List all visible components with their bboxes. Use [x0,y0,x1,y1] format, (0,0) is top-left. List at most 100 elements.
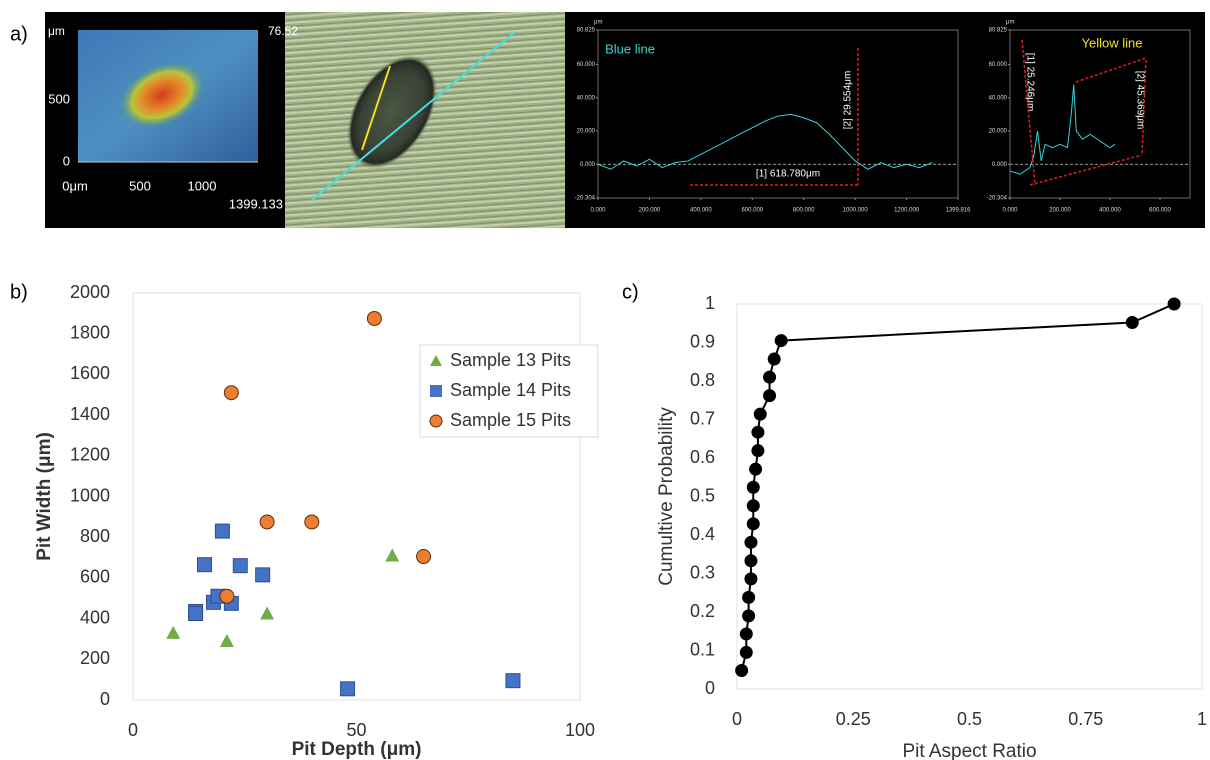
marker [259,514,275,530]
y-tick-label: 0.9 [690,331,715,351]
x-tick-label: 200.000 [1049,208,1071,214]
y-tick-label: 0.1 [690,639,715,659]
y-tick-label: 1400 [70,404,110,424]
marker [340,681,356,697]
x-axis-title: Pit Depth (μm) [292,739,422,760]
y-tick-label: 0 [705,678,715,698]
marker [219,633,234,647]
y-axis-title: Cumultive Probability [656,407,677,586]
map-x-label: 1000 [188,178,217,193]
legend-box [419,344,599,438]
marker [739,645,753,659]
marker [774,334,788,348]
marker [763,370,777,384]
marker [1167,297,1181,311]
legend-label: Sample 14 Pits [450,380,571,400]
annotation: [1] 618.780μm [756,169,820,180]
x-tick-label: 1399.816 [945,208,971,214]
y-tick-label: 0.000 [580,162,596,168]
y-tick-label: -20.304 [575,196,596,202]
marker [366,310,382,326]
x-tick-label: 0 [128,720,138,740]
blue-line-trace [311,31,516,201]
x-tick-label: 1200.000 [894,208,920,214]
map-x-label: 0μm [62,178,88,193]
marker [749,462,763,476]
marker [739,627,753,641]
x-tick-label: 0.75 [1068,709,1103,729]
marker [232,558,248,574]
y-tick-label: 2000 [70,282,110,302]
y-tick-label: 60.000 [577,62,596,68]
marker [385,548,400,562]
marker [751,444,765,458]
y-tick-label: 1 [705,293,715,313]
measurement-guide [1075,57,1147,83]
marker [744,535,758,549]
y-tick-label: 80.825 [989,28,1008,34]
legend-marker [430,355,442,366]
marker [255,567,271,583]
y-tick-label: 0.2 [690,601,715,621]
marker [767,352,781,366]
panel-label: a) [10,23,28,45]
x-tick-label: 0.25 [836,709,871,729]
y-tick-label: 20.000 [577,129,596,135]
panel-label: c) [622,281,639,303]
measurement-guide [1141,59,1147,156]
yellow-line-trace [361,65,391,151]
panel-label: b) [10,281,28,303]
data-line [1009,84,1116,175]
marker [746,499,760,513]
marker [735,664,749,678]
map-top-value: 76.52 [268,24,298,38]
plot-frame [736,303,1203,690]
marker [1125,315,1139,329]
y-tick-label: 0.3 [690,562,715,582]
y-unit: μm [1006,20,1014,26]
y-tick-label: 40.000 [577,95,596,101]
y-tick-label: 1800 [70,322,110,342]
y-tick-label: 20.000 [989,129,1008,135]
y-tick-label: 80.825 [577,28,596,34]
measurement-guide [1029,154,1143,186]
y-tick-label: 0.4 [690,524,715,544]
y-tick-label: 400 [80,607,110,627]
y-tick-label: 0.7 [690,408,715,428]
y-tick-label: 1600 [70,363,110,383]
annotation: [1] 25.246μm [1024,53,1035,112]
legend-label: Sample 13 Pits [450,350,571,370]
x-tick-label: 50 [346,720,366,740]
x-tick-label: 100 [565,720,595,740]
y-tick-label: 0.6 [690,447,715,467]
marker [188,606,204,622]
marker [763,389,777,403]
y-tick-label: 200 [80,648,110,668]
marker [742,609,756,623]
map-y-label: 500 [48,91,70,106]
x-tick-label: 1000.000 [843,208,869,214]
x-tick-label: 0.000 [1002,208,1018,214]
marker [223,385,239,401]
x-tick-label: 0.5 [957,709,982,729]
x-tick-label: 400.000 [690,208,712,214]
plot-frame [597,29,959,199]
marker [744,554,758,568]
annotation: Blue line [605,41,655,56]
marker [746,517,760,531]
y-tick-label: 0.8 [690,370,715,390]
x-tick-label: 600.000 [1149,208,1171,214]
y-tick-label: 1200 [70,445,110,465]
y-tick-label: 0 [100,689,110,709]
map-unit: μm [48,24,65,38]
marker [260,606,275,620]
y-tick-label: 60.000 [989,62,1008,68]
annotation: [2] 29.554μm [843,71,854,130]
marker [219,588,235,604]
marker [166,625,181,639]
x-tick-label: 800.000 [793,208,815,214]
x-tick-label: 600.000 [741,208,763,214]
y-tick-label: 0.000 [992,162,1008,168]
marker [214,523,230,539]
